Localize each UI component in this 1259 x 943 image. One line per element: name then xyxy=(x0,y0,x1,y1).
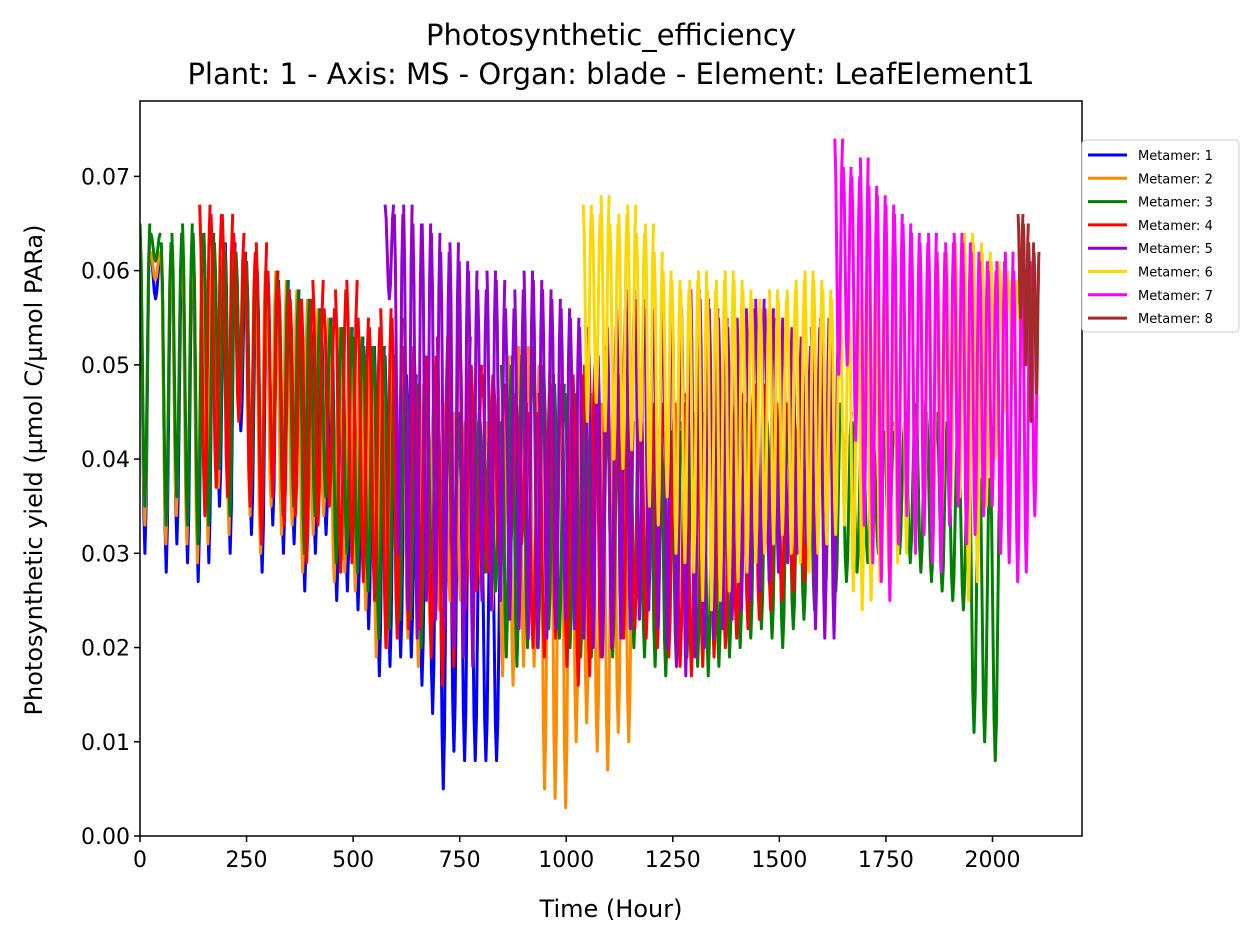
y-tick-label: 0.07 xyxy=(81,165,130,190)
series-line-5 xyxy=(383,204,840,678)
x-axis-label: Time (Hour) xyxy=(539,895,683,923)
legend-entry: Metamer: 1 xyxy=(1138,149,1213,164)
legend-entry: Metamer: 4 xyxy=(1138,219,1213,234)
x-tick-label: 0 xyxy=(133,848,147,873)
plot-frame xyxy=(139,100,1083,837)
legend-entry: Metamer: 6 xyxy=(1138,266,1213,281)
x-tick-label: 2000 xyxy=(964,848,1020,873)
y-tick-label: 0.00 xyxy=(81,825,130,850)
legend-entry: Metamer: 2 xyxy=(1138,172,1213,187)
series-layer xyxy=(140,138,1041,810)
x-tick-label: 1000 xyxy=(538,848,594,873)
x-tick-label: 1250 xyxy=(645,848,701,873)
legend-frame xyxy=(1081,139,1240,333)
x-tick-label: 500 xyxy=(332,848,374,873)
y-tick-label: 0.04 xyxy=(81,448,130,473)
legend-entry: Metamer: 8 xyxy=(1138,312,1213,327)
y-tick-label: 0.06 xyxy=(81,260,130,285)
x-tick-label: 1500 xyxy=(751,848,807,873)
y-tick-label: 0.01 xyxy=(81,731,130,756)
legend: Metamer: 1 Metamer: 2 Metamer: 3 Metamer: 4… xyxy=(1081,139,1240,333)
series-line-7 xyxy=(833,138,1041,602)
series-line-1 xyxy=(140,232,503,791)
y-tick-label: 0.05 xyxy=(81,354,130,379)
y-tick-label: 0.02 xyxy=(81,637,130,662)
y-axis-label: Photosynthetic yield (µmol C/µmol PARa) xyxy=(20,225,48,716)
series-line-8 xyxy=(1016,214,1041,423)
x-tick-label: 250 xyxy=(226,848,268,873)
x-tick-label: 1750 xyxy=(858,848,914,873)
legend-entry: Metamer: 5 xyxy=(1138,242,1213,257)
legend-entry: Metamer: 3 xyxy=(1138,196,1213,211)
legend-entry: Metamer: 7 xyxy=(1138,289,1213,304)
y-tick-label: 0.03 xyxy=(81,542,130,567)
y-axis: 0.00 0.01 0.02 0.03 0.04 0.05 0.06 0.07 xyxy=(81,165,140,850)
x-axis: 0 250 500 750 1000 1250 1500 1750 2000 xyxy=(133,836,1020,873)
chart-subtitle: Plant: 1 - Axis: MS - Organ: blade - Ele… xyxy=(187,57,1034,91)
x-tick-label: 750 xyxy=(439,848,481,873)
chart-title: Photosynthetic_efficiency xyxy=(426,18,796,52)
